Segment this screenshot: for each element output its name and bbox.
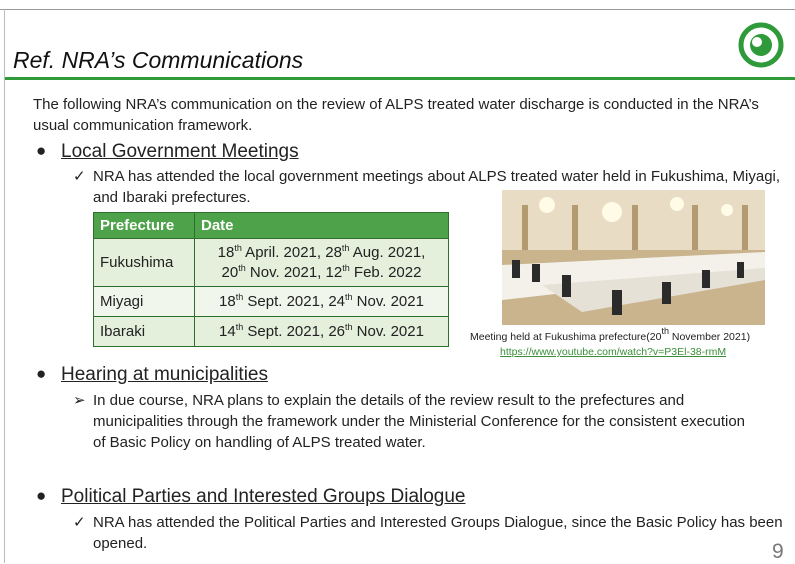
text-part: April. 2021, [241, 243, 326, 261]
section-heading: Hearing at municipalities [61, 364, 268, 385]
text-part: Sept. 2021, [243, 322, 329, 340]
section-text: In due course, NRA plans to explain the … [93, 392, 746, 451]
section-text: NRA has attended the local government me… [93, 168, 781, 206]
top-border [0, 9, 795, 10]
superscript: th [235, 291, 244, 302]
text-part: 12 [325, 263, 343, 281]
date-line: 18th Sept. 2021, 24th Nov. 2021 [201, 292, 442, 312]
table-row: Fukushima 18th April. 2021, 28th Aug. 202… [93, 238, 449, 287]
intro: The following NRA’s communication on the… [33, 96, 759, 134]
table: Prefecture Date Fukushima 18th April. 2021… [93, 212, 449, 347]
left-border [4, 9, 5, 563]
table-row: Ibaraki 14th Sept. 2021, 26th Nov. 2021 [93, 316, 449, 347]
photo-caption: Meeting held at Fukushima prefecture(20t… [470, 327, 751, 344]
text-part: Aug. 2021, [349, 243, 426, 261]
table-header: Date [194, 212, 449, 239]
table-row: Miyagi 18th Sept. 2021, 24th Nov. 2021 [93, 286, 449, 317]
date-cell: 18th Sept. 2021, 24th Nov. 2021 [194, 286, 449, 317]
text-part: 28 [325, 243, 342, 261]
text-part: 14 [219, 322, 236, 340]
text-part: Nov. 2021 [352, 322, 424, 340]
text-part: November 2021) [668, 331, 751, 343]
text-part: 24 [328, 292, 345, 310]
photo [502, 190, 765, 325]
prefecture-cell: Miyagi [93, 286, 195, 317]
title-rule [5, 77, 795, 80]
date-line: 20th Nov. 2021, 12th Feb. 2022 [201, 263, 442, 283]
superscript: th [341, 242, 350, 253]
table-header: Prefecture [93, 212, 195, 239]
section-heading: Political Parties and Interested Groups … [61, 486, 466, 507]
photo-link[interactable]: https://www.youtube.com/watch?v=P3El-38-… [500, 346, 727, 358]
date-line: 18th April. 2021, 28th Aug. 2021, [201, 243, 442, 263]
superscript: th [345, 291, 353, 302]
bullet: ● [36, 141, 47, 160]
text-part: 18 [217, 243, 235, 261]
section-heading: Local Government Meetings [61, 141, 299, 162]
bullet: ● [36, 486, 47, 505]
text-part: Feb. 2022 [349, 263, 422, 281]
date-cell: 14th Sept. 2021, 26th Nov. 2021 [194, 316, 449, 347]
text-part: Sept. 2021, [243, 292, 329, 310]
superscript: th [235, 321, 244, 332]
date-cell: 18th April. 2021, 28th Aug. 2021, 20th No… [194, 238, 449, 287]
text-part: Meeting held at Fukushima prefecture(20 [470, 331, 662, 343]
text-part: Nov. 2021 [352, 292, 424, 310]
text-part: Nov. 2021, [245, 263, 326, 281]
logo [738, 22, 784, 68]
section-text: NRA has attended the Political Parties a… [93, 514, 783, 552]
check: ✓ [73, 168, 86, 185]
check: ✓ [73, 514, 86, 531]
prefecture-cell: Ibaraki [93, 316, 195, 347]
text-part: 18 [219, 292, 236, 310]
superscript: th [238, 262, 246, 273]
page-number: 9 [772, 540, 784, 563]
bullet: ● [36, 364, 47, 383]
date-line: 14th Sept. 2021, 26th Nov. 2021 [201, 322, 442, 342]
superscript: th [345, 321, 353, 332]
prefecture-cell: Fukushima [93, 238, 195, 287]
arrow: ➢ [73, 392, 86, 409]
text-part: 26 [328, 322, 345, 340]
text-part: 20 [221, 263, 239, 281]
title: Ref. NRA’s Communications [13, 47, 304, 73]
superscript: th [661, 326, 669, 336]
superscript: th [234, 242, 242, 253]
superscript: th [342, 262, 350, 273]
